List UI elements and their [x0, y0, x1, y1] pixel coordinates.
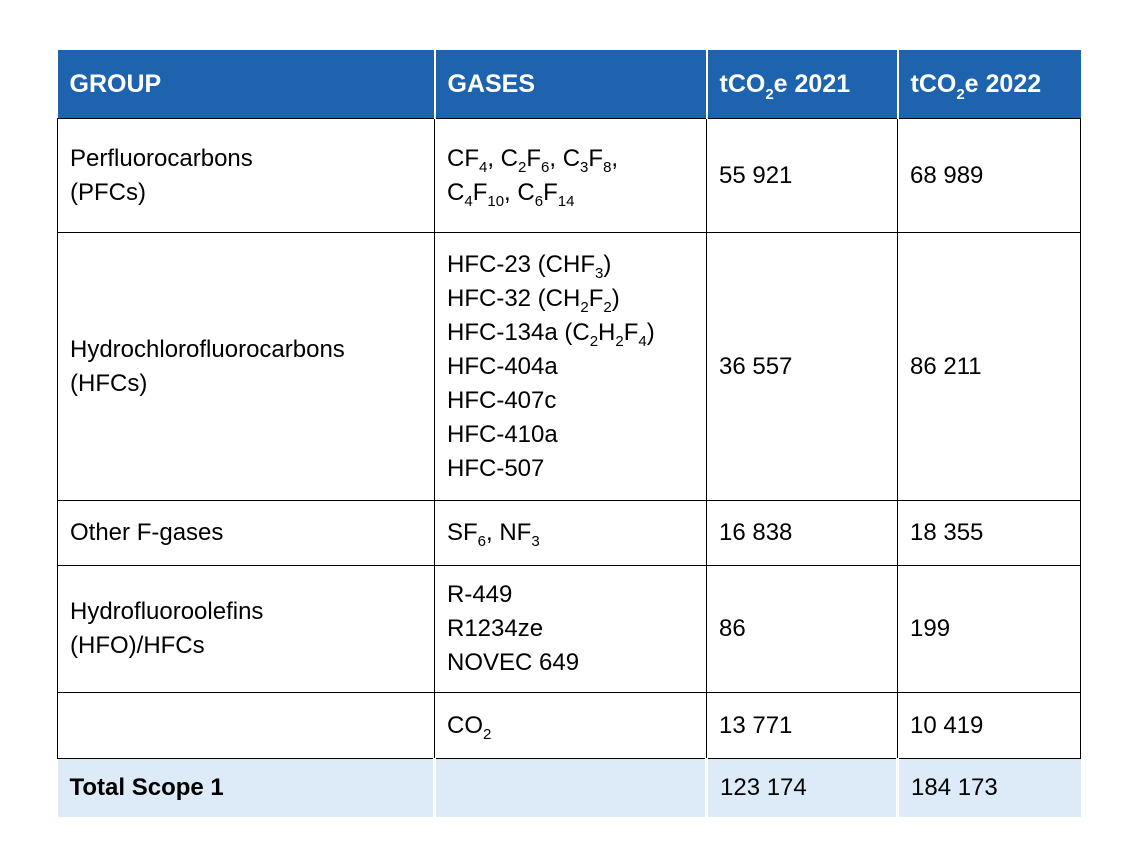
- emissions-table: GROUP GASES tCO2e 2021 tCO2e 2022 Perflu…: [57, 50, 1081, 817]
- tco2e-2022-cell: 18 355: [897, 500, 1081, 566]
- gases-cell: R-449 R1234ze NOVEC 649: [434, 565, 707, 693]
- cell-line: HFC-404a: [447, 352, 558, 380]
- tco2e-2022-cell: 10 419: [897, 692, 1081, 759]
- table-row: Perfluorocarbons (PFCs) CF4, C2F6, C3F8, C…: [57, 118, 1081, 233]
- table-footer: Total Scope 1 123 174 184 173: [57, 758, 1081, 817]
- cell-line: C4F10, C6F14: [447, 178, 575, 210]
- cell-line: CF4, C2F6, C3F8,: [447, 144, 619, 176]
- group-cell: Other F-gases: [57, 500, 435, 566]
- tco2e-2022-cell: 199: [897, 565, 1081, 693]
- total-label-cell: Total Scope 1: [57, 758, 435, 817]
- cell-line: HFC-507: [447, 454, 545, 482]
- column-header-group: GROUP: [57, 50, 435, 119]
- cell-line: R-449: [447, 581, 513, 608]
- cell-line: HFC-32 (CH2F2): [447, 284, 620, 316]
- table-row: Other F-gases SF6, NF3 16 838 18 355: [57, 500, 1081, 566]
- total-tco2e-2021-cell: 123 174: [705, 758, 898, 817]
- tco2e-2021-cell: 86: [706, 565, 898, 693]
- table-row: CO2 13 771 10 419: [57, 692, 1081, 759]
- total-spacer-cell: [433, 758, 707, 817]
- gases-cell: HFC-23 (CHF3) HFC-32 (CH2F2) HFC-134a (C2H…: [434, 232, 707, 501]
- gases-cell: SF6, NF3: [434, 500, 707, 566]
- tco2e-2021-cell: 36 557: [706, 232, 898, 501]
- table-body: Perfluorocarbons (PFCs) CF4, C2F6, C3F8, C…: [57, 118, 1081, 759]
- gases-cell: CF4, C2F6, C3F8, C4F10, C6F14: [434, 118, 707, 233]
- column-header-tco2e-2022: tCO2e 2022: [896, 50, 1081, 119]
- cell-line: (PFCs): [70, 178, 146, 206]
- cell-line: NOVEC 649: [447, 649, 580, 676]
- tco2e-2022-cell: 68 989: [897, 118, 1081, 233]
- cell-line: R1234ze: [447, 615, 544, 642]
- tco2e-2021-cell: 13 771: [706, 692, 898, 759]
- cell-line: HFC-23 (CHF3): [447, 250, 612, 282]
- column-header-tco2e-2021: tCO2e 2021: [705, 50, 898, 119]
- cell-line: (HFO)/HFCs: [70, 632, 205, 659]
- cell-line: SF6, NF3: [447, 519, 540, 550]
- table-row: Hydrochlorofluorocarbons (HFCs) HFC-23 (C…: [57, 232, 1081, 501]
- table-header: GROUP GASES tCO2e 2021 tCO2e 2022: [57, 50, 1081, 119]
- tco2e-2021-cell: 55 921: [706, 118, 898, 233]
- table-row: Hydrofluoroolefins (HFO)/HFCs R-449 R1234z…: [57, 565, 1081, 693]
- total-row: Total Scope 1 123 174 184 173: [57, 758, 1081, 817]
- cell-line: CO2: [447, 711, 492, 743]
- group-cell: Hydrofluoroolefins (HFO)/HFCs: [57, 565, 435, 693]
- column-header-gases: GASES: [433, 50, 707, 119]
- cell-line: Hydrochlorofluorocarbons: [70, 335, 345, 363]
- cell-line: HFC-134a (C2H2F4): [447, 318, 655, 350]
- header-row: GROUP GASES tCO2e 2021 tCO2e 2022: [57, 50, 1081, 119]
- tco2e-2022-cell: 86 211: [897, 232, 1081, 501]
- total-tco2e-2022-cell: 184 173: [896, 758, 1081, 817]
- group-cell: Hydrochlorofluorocarbons (HFCs): [57, 232, 435, 501]
- cell-line: (HFCs): [70, 369, 148, 397]
- group-cell: Perfluorocarbons (PFCs): [57, 118, 435, 233]
- tco2e-2021-cell: 16 838: [706, 500, 898, 566]
- cell-line: Other F-gases: [70, 519, 224, 546]
- group-cell: [57, 692, 435, 759]
- cell-line: HFC-407c: [447, 386, 557, 414]
- cell-line: Hydrofluoroolefins: [70, 598, 264, 625]
- gases-cell: CO2: [434, 692, 707, 759]
- cell-line: HFC-410a: [447, 420, 558, 448]
- cell-line: Perfluorocarbons: [70, 144, 253, 172]
